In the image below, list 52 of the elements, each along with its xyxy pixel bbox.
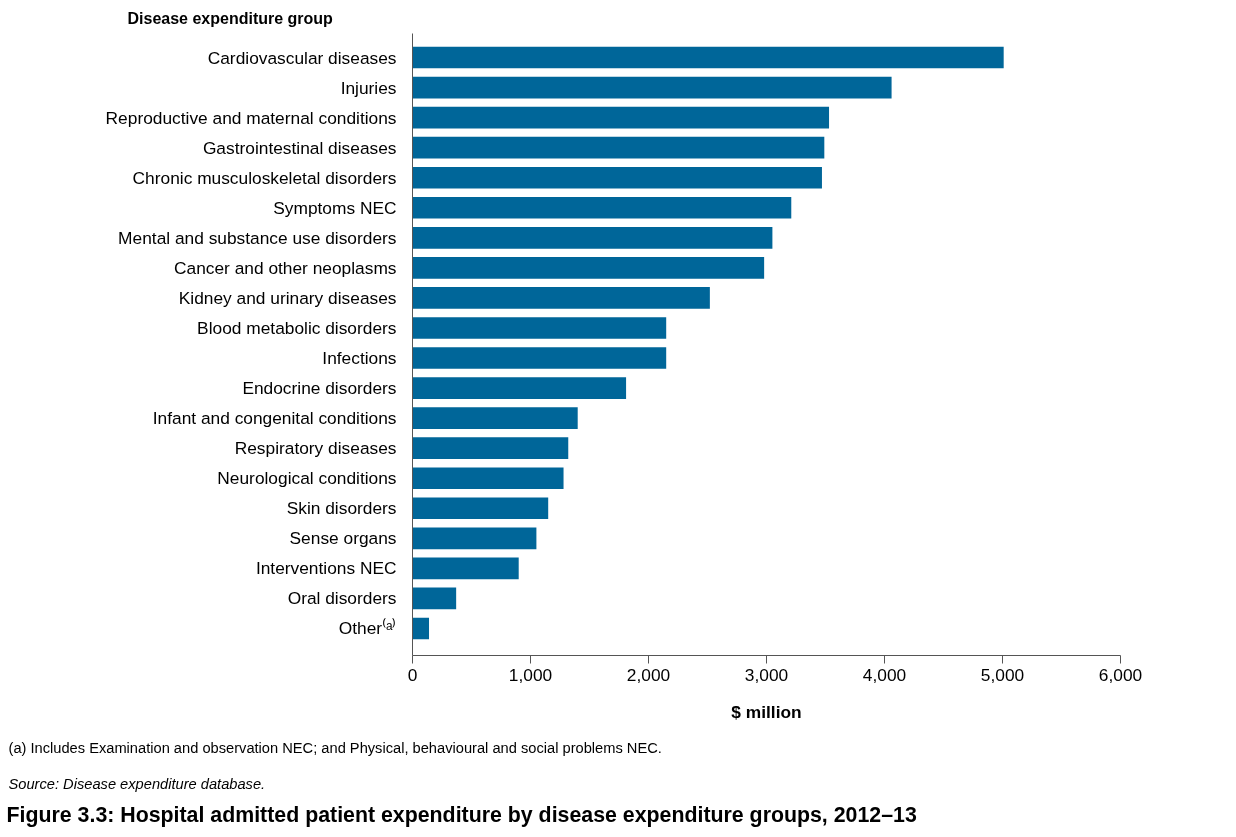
y-tick-label: Oral disorders [287,588,397,609]
y-tick-label: Blood metabolic disorders [197,317,397,338]
text: Figure 3.3: Hospital admitted patient expenditure by disease expenditure groups, 2012–13 [6,802,917,827]
y-tick-label: Injuries [340,77,397,98]
y-tick-label: Sense organs [289,528,397,549]
x-axis-title: $ million [731,701,802,722]
bar [412,46,1004,69]
x-tick-label: 0 [407,664,418,685]
x-tick-label: 6,000 [1098,664,1143,685]
y-tick-label: Kidney and urinary diseases [178,287,397,308]
y-tick-label: Skin disorders [286,498,397,519]
x-tick-label: 3,000 [744,664,789,685]
bar [412,557,519,580]
bar [412,196,792,219]
source-note: Source: Disease expenditure database. [8,775,266,792]
bar [412,587,457,610]
y-tick-label: Neurological conditions [217,468,397,489]
y-tick-label: Infant and congenital conditions [152,408,397,429]
bar [412,407,578,429]
x-tick-label: 2,000 [626,664,671,685]
y-axis-title: Disease expenditure group [127,9,334,27]
y-tick-label: Symptoms NEC [273,197,397,218]
y-tick-label: Respiratory diseases [234,438,397,459]
y-tick-label: Chronic musculoskeletal disorders [132,167,397,188]
y-tick-label: Gastrointestinal diseases [202,137,397,158]
y-tick-label: Endocrine disorders [242,378,397,399]
y-tick-label: Mental and substance use disorders [118,227,397,248]
bar [412,467,564,490]
bar [412,166,822,189]
bar [412,617,430,640]
bar [412,377,627,399]
y-tick-label: Interventions NEC [255,558,397,579]
y-tick-label: Cancer and other neoplasms [173,257,397,278]
bar [412,527,537,550]
y-tick-label: Reproductive and maternal conditions [105,107,397,128]
y-tick-label: Other⁽ᵃ⁾ [338,618,397,639]
bar [412,227,773,249]
bar [412,76,892,99]
bar [412,497,549,520]
bar [412,106,830,129]
bar [412,257,765,279]
text: (a) Includes Examination and observation NEC; and Physical, behavioural and social problems NEC. [8,739,662,756]
y-tick-label: Infections [322,348,397,369]
x-tick-label: 4,000 [862,664,907,685]
bar [412,437,569,459]
bar [412,317,667,339]
bar [412,287,710,309]
bar [412,347,667,369]
bar [412,136,825,159]
x-tick-label: 5,000 [980,664,1025,685]
x-tick-label: 1,000 [508,664,553,685]
y-tick-label: Cardiovascular diseases [207,47,397,68]
